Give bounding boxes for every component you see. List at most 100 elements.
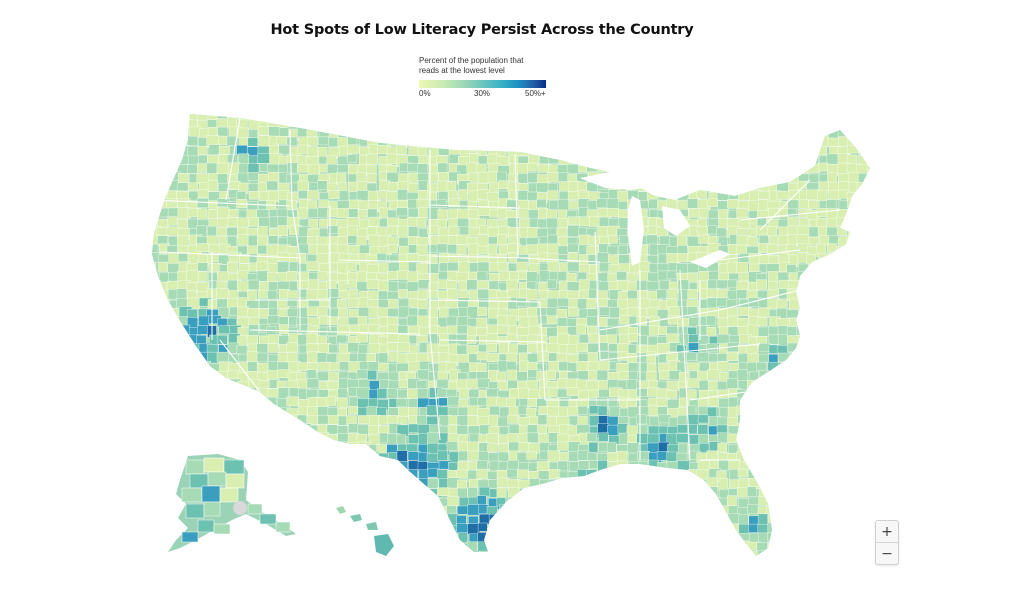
county-cell[interactable] [218, 405, 229, 416]
county-cell[interactable] [476, 271, 488, 281]
county-cell[interactable] [716, 191, 730, 201]
county-cell[interactable] [816, 495, 828, 508]
county-cell[interactable] [438, 127, 452, 139]
county-cell[interactable] [408, 298, 419, 308]
county-cell[interactable] [347, 298, 361, 308]
county-cell[interactable] [147, 262, 157, 273]
county-cell[interactable] [198, 397, 209, 409]
county-cell[interactable] [387, 226, 398, 236]
county-cell[interactable] [319, 542, 332, 554]
county-cell[interactable] [786, 460, 797, 470]
county-cell[interactable] [387, 333, 400, 343]
county-cell[interactable] [278, 127, 289, 137]
county-cell[interactable] [628, 145, 641, 157]
county-cell[interactable] [166, 414, 177, 426]
county-cell[interactable] [206, 533, 219, 542]
county-cell[interactable] [587, 147, 598, 157]
county-cell[interactable] [727, 171, 737, 181]
county-cell[interactable] [606, 478, 617, 488]
county-cell[interactable] [236, 191, 247, 200]
county-cell[interactable] [849, 291, 861, 302]
county-cell[interactable] [489, 540, 500, 550]
county-cell[interactable] [796, 399, 808, 409]
county-cell[interactable] [367, 370, 377, 381]
county-cell[interactable] [306, 524, 319, 536]
county-cell[interactable] [858, 138, 870, 147]
county-cell[interactable] [418, 228, 429, 238]
county-cell[interactable] [507, 541, 520, 552]
county-cell[interactable] [406, 443, 418, 453]
county-cell[interactable] [847, 218, 857, 229]
county-cell[interactable] [586, 164, 597, 173]
county-cell[interactable] [356, 236, 367, 246]
county-cell[interactable] [659, 471, 670, 483]
county-cell[interactable] [558, 254, 568, 263]
county-cell[interactable] [176, 379, 190, 392]
county-cell[interactable] [576, 324, 586, 335]
county-cell[interactable] [169, 524, 182, 534]
county-cell[interactable] [288, 488, 300, 501]
county-cell[interactable] [808, 380, 822, 394]
county-cell[interactable] [147, 145, 159, 155]
county-cell[interactable] [377, 279, 389, 293]
county-cell[interactable] [848, 245, 860, 258]
county-cell[interactable] [507, 109, 521, 120]
county-cell[interactable] [437, 534, 448, 547]
county-cell[interactable] [838, 398, 851, 411]
county-cell[interactable] [589, 534, 602, 544]
county-cell[interactable] [618, 263, 630, 273]
county-cell[interactable] [857, 262, 870, 272]
county-cell[interactable] [187, 416, 201, 426]
county-cell[interactable] [306, 487, 320, 497]
county-cell[interactable] [537, 118, 547, 128]
county-cell[interactable] [297, 515, 309, 525]
county-cell[interactable] [496, 542, 509, 555]
county-cell[interactable] [689, 146, 699, 155]
county-cell[interactable] [666, 111, 679, 123]
county-cell[interactable] [208, 144, 220, 155]
county-cell[interactable] [516, 261, 528, 271]
county-cell[interactable] [556, 542, 569, 555]
county-cell[interactable] [318, 496, 331, 506]
county-cell[interactable] [567, 540, 581, 551]
county-cell[interactable] [347, 470, 360, 482]
county-cell[interactable] [306, 156, 320, 165]
county-cell[interactable] [386, 342, 399, 352]
county-cell[interactable] [287, 372, 298, 381]
county-cell[interactable] [539, 111, 550, 122]
county-cell[interactable] [808, 325, 822, 336]
county-cell[interactable] [867, 496, 879, 508]
county-cell[interactable] [397, 516, 409, 528]
county-cell[interactable] [157, 109, 171, 120]
county-cell[interactable] [858, 425, 870, 436]
county-cell[interactable] [589, 110, 599, 120]
county-cell[interactable] [319, 531, 331, 540]
county-cell[interactable] [728, 190, 740, 200]
county-cell[interactable] [556, 227, 568, 238]
county-cell[interactable] [189, 398, 201, 408]
county-cell[interactable] [636, 414, 647, 425]
county-cell[interactable] [397, 506, 410, 517]
county-cell[interactable] [819, 354, 831, 364]
county-cell[interactable] [339, 480, 350, 493]
county-cell[interactable] [408, 398, 420, 408]
county-cell[interactable] [868, 306, 881, 319]
county-cell[interactable] [858, 126, 870, 136]
county-cell[interactable] [207, 253, 219, 263]
county-cell[interactable] [307, 136, 318, 146]
county-cell[interactable] [408, 542, 422, 553]
county-cell[interactable] [308, 549, 319, 561]
county-cell[interactable] [777, 352, 791, 362]
county-cell[interactable] [736, 208, 748, 219]
county-cell[interactable] [567, 191, 579, 201]
county-cell[interactable] [587, 515, 598, 525]
county-cell[interactable] [548, 387, 559, 398]
county-cell[interactable] [218, 550, 230, 562]
county-cell[interactable] [648, 523, 659, 535]
county-cell[interactable] [488, 137, 499, 150]
county-cell[interactable] [149, 442, 161, 452]
county-cell[interactable] [308, 109, 319, 119]
county-cell[interactable] [828, 549, 840, 561]
county-cell[interactable] [228, 389, 242, 402]
county-cell[interactable] [417, 299, 428, 310]
